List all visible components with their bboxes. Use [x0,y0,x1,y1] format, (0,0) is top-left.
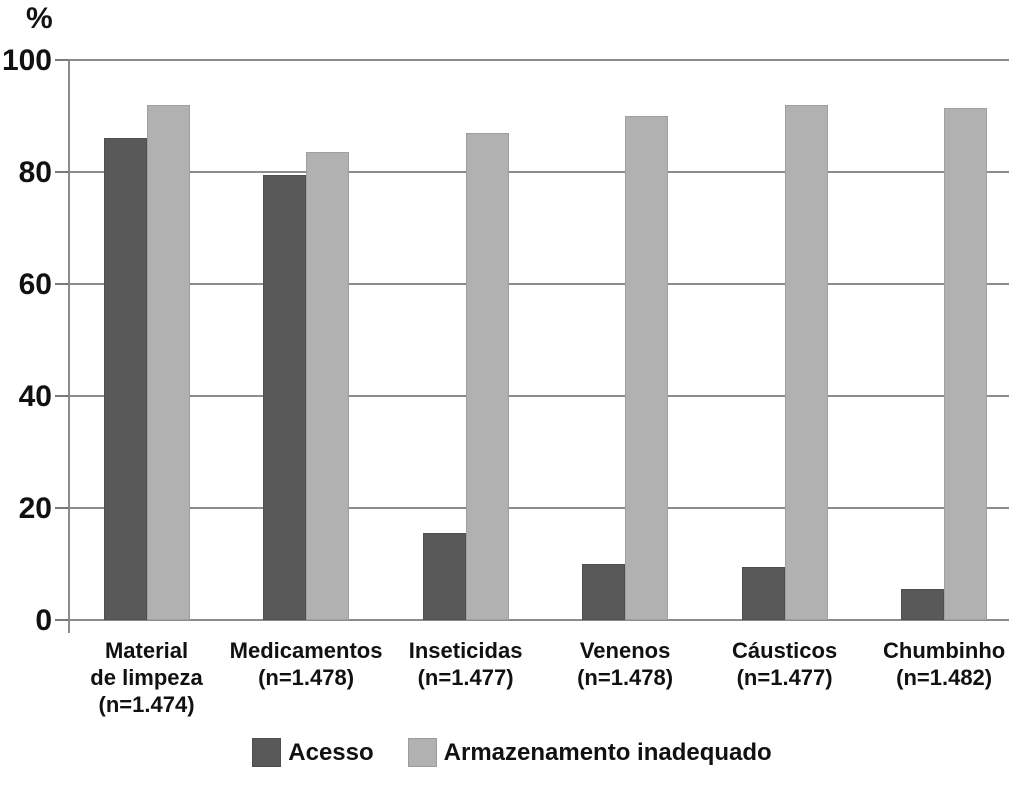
bar-armazenamento-inadequado-3 [625,116,669,620]
x-category-label-5: Chumbinho (n=1.482) [844,638,1024,692]
bar-armazenamento-inadequado-4 [784,104,828,620]
bar-group-4 [741,60,829,620]
x-category-label-1: Medicamentos (n=1.478) [206,638,406,692]
bar-group-2 [422,60,510,620]
x-category-label-line: (n=1.482) [896,664,993,690]
y-tick-label-100: 100 [1,44,52,77]
x-category-label-line: Material [104,638,189,663]
x-category-label-line: (n=1.477) [736,664,833,690]
x-category-label-line: Cáusticos [732,638,838,663]
x-category-label-line: Venenos [579,638,671,663]
bar-acesso-0 [103,138,147,620]
y-tick-mark-60 [55,283,70,285]
bar-acesso-2 [422,533,466,620]
bar-acesso-1 [263,174,307,620]
y-axis-line [68,60,70,633]
gridline-0 [69,619,1009,621]
x-category-label-line: (n=1.477) [417,664,514,690]
y-axis-unit-label: % [26,2,53,35]
x-category-label-3: Venenos (n=1.478) [525,638,725,692]
gridline-60 [69,283,1009,285]
x-category-label-line: Chumbinho [883,638,1006,663]
legend-item-armazenamento-inadequado: Armazenamento inadequado [407,738,772,767]
y-tick-label-20: 20 [18,492,52,525]
bar-acesso-4 [741,566,785,620]
y-tick-mark-40 [55,395,70,397]
bar-acesso-3 [582,564,626,620]
bar-armazenamento-inadequado-1 [306,152,350,620]
y-tick-label-60: 60 [18,268,52,301]
y-tick-label-40: 40 [18,380,52,413]
gridline-80 [69,171,1009,173]
y-tick-mark-80 [55,171,70,173]
x-category-label-line: Inseticidas [408,638,523,663]
x-category-label-line: de limpeza [90,664,203,690]
x-category-label-line: (n=1.478) [577,664,674,690]
bar-group-1 [262,60,350,620]
x-category-label-2: Inseticidas (n=1.477) [366,638,566,692]
bar-acesso-5 [901,589,945,620]
bar-group-0 [103,60,191,620]
bar-armazenamento-inadequado-2 [465,132,509,620]
y-tick-mark-20 [55,507,70,509]
gridline-100 [69,59,1009,61]
bar-group-3 [581,60,669,620]
bar-armazenamento-inadequado-5 [944,107,988,620]
legend-label: Armazenamento inadequado [443,738,772,766]
bar-armazenamento-inadequado-0 [146,104,190,620]
gridline-40 [69,395,1009,397]
y-tick-mark-100 [55,59,70,61]
x-axis-labels: Material de limpeza (n=1.474) Medicamentos(… [69,638,1009,738]
legend-item-acesso: Acesso [252,738,374,767]
x-category-label-line: Medicamentos [229,638,383,663]
legend-label: Acesso [288,738,374,766]
bar-group-5 [900,60,988,620]
legend: Acesso Armazenamento inadequado [0,738,1024,767]
plot-area [69,59,1009,621]
x-category-label-0: Material de limpeza (n=1.474) [47,638,247,718]
legend-swatch-armazenamento-inadequado [407,738,437,767]
y-tick-mark-0 [55,619,70,621]
y-tick-label-0: 0 [35,604,52,637]
x-category-label-line: (n=1.478) [258,664,355,690]
x-category-label-4: Cáusticos (n=1.477) [685,638,885,692]
gridline-20 [69,507,1009,509]
legend-swatch-acesso [252,738,282,767]
x-category-label-line: (n=1.474) [98,691,195,717]
y-tick-label-80: 80 [18,156,52,189]
